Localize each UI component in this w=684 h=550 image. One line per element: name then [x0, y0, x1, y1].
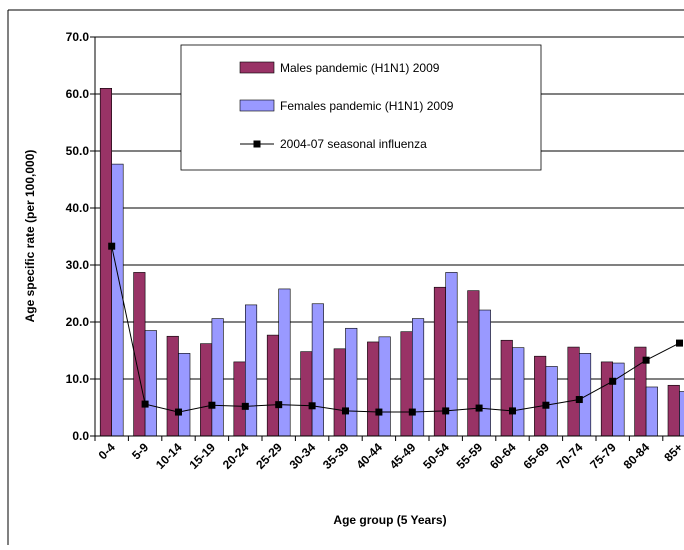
- marker: [442, 407, 449, 414]
- x-tick-label: 15-19: [186, 440, 218, 472]
- marker: [208, 402, 215, 409]
- marker: [175, 409, 182, 416]
- legend-swatch: [240, 62, 274, 73]
- x-tick-label: 35-39: [320, 440, 352, 472]
- marker: [542, 402, 549, 409]
- x-tick-label: 75-79: [587, 440, 619, 472]
- bar: [513, 348, 525, 436]
- legend-label: Females pandemic (H1N1) 2009: [280, 99, 454, 113]
- x-tick-label: 80-84: [621, 440, 653, 472]
- x-tick-label: 25-29: [253, 440, 285, 472]
- legend-swatch: [240, 100, 274, 111]
- x-tick-label: 50-54: [420, 440, 452, 472]
- bar: [112, 164, 124, 436]
- bar: [145, 331, 157, 436]
- bar: [245, 305, 256, 436]
- legend-label: 2004-07 seasonal influenza: [280, 137, 427, 151]
- y-tick-label: 60.0: [66, 87, 90, 101]
- marker: [609, 378, 616, 385]
- bar: [534, 356, 546, 436]
- bar: [234, 362, 246, 436]
- bar: [267, 335, 279, 436]
- y-tick-label: 50.0: [66, 144, 90, 158]
- bar: [334, 349, 346, 436]
- bar: [479, 310, 491, 436]
- marker: [108, 243, 115, 250]
- bar: [468, 291, 480, 436]
- bar: [601, 362, 613, 436]
- marker: [142, 401, 149, 408]
- marker: [309, 402, 316, 409]
- marker: [242, 403, 249, 410]
- x-tick-label: 70-74: [554, 440, 586, 472]
- bar: [100, 88, 112, 436]
- x-tick-label: 85+: [661, 440, 684, 464]
- y-tick-label: 30.0: [66, 258, 90, 272]
- bar: [501, 340, 513, 436]
- bar: [412, 319, 424, 436]
- y-tick-label: 10.0: [66, 372, 90, 386]
- x-axis-title: Age group (5 Years): [333, 513, 446, 527]
- bar: [568, 347, 580, 436]
- bar: [680, 392, 684, 436]
- bar: [167, 336, 179, 436]
- x-tick-label: 20-24: [220, 440, 252, 472]
- marker: [509, 407, 516, 414]
- y-tick-label: 40.0: [66, 201, 90, 215]
- x-tick-label: 40-44: [353, 440, 385, 472]
- legend-label: Males pandemic (H1N1) 2009: [280, 61, 440, 75]
- bar: [312, 304, 324, 436]
- legend-swatch: [254, 141, 261, 148]
- x-tick-label: 55-59: [454, 440, 486, 472]
- y-axis-title: Age specific rate (per 100,000): [23, 150, 37, 323]
- marker: [375, 409, 382, 416]
- y-tick-label: 20.0: [66, 315, 90, 329]
- x-tick-label: 65-69: [520, 440, 552, 472]
- marker: [643, 357, 650, 364]
- bar: [613, 363, 625, 436]
- marker: [676, 340, 683, 347]
- marker: [576, 396, 583, 403]
- marker: [342, 407, 349, 414]
- bar: [279, 289, 291, 436]
- bar: [379, 337, 391, 436]
- marker: [409, 409, 416, 416]
- bar: [200, 344, 212, 436]
- y-tick-label: 70.0: [66, 30, 90, 44]
- line: [112, 246, 680, 412]
- bar: [546, 366, 558, 436]
- bar: [301, 352, 313, 436]
- bar: [367, 342, 379, 436]
- bar: [212, 319, 224, 436]
- marker: [476, 405, 483, 412]
- x-tick-label: 5-9: [129, 440, 151, 462]
- x-tick-label: 10-14: [153, 440, 185, 472]
- y-tick-label: 0.0: [72, 429, 89, 443]
- x-tick-label: 30-34: [287, 440, 319, 472]
- bar: [134, 272, 146, 436]
- bar: [401, 332, 413, 436]
- x-tick-label: 0-4: [96, 440, 118, 462]
- x-tick-label: 60-64: [487, 440, 519, 472]
- marker: [275, 401, 282, 408]
- x-tick-label: 45-49: [387, 440, 419, 472]
- bar: [179, 353, 191, 436]
- bar: [668, 385, 680, 436]
- bar: [346, 328, 358, 436]
- bar: [646, 387, 658, 436]
